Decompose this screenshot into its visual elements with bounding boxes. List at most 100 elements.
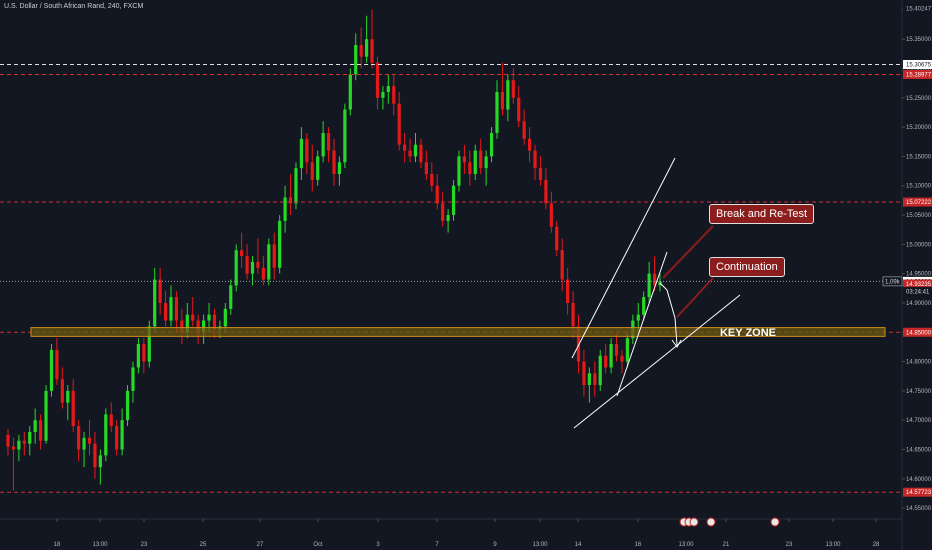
key-zone-label: KEY ZONE [720,327,776,339]
x-tick-label: 23 [786,542,793,548]
candle-body [647,273,651,298]
x-tick-label: 28 [873,542,880,548]
candle-body [413,144,418,157]
candle-body [104,414,108,456]
chart-title: U.S. Dollar / South African Rand, 240, F… [4,3,144,10]
y-tick-label: 15.10000 [906,184,932,190]
candle-body [354,45,358,75]
x-tick-label: Oct [313,542,323,548]
candle-body [125,390,130,421]
y-tick-label: 15.30000 [906,66,932,72]
candle-body [316,156,320,180]
y-tick-label: 15.35000 [906,37,932,43]
y-tick-label: 15.05000 [906,213,932,219]
candle-body [223,308,227,327]
candle-body [343,109,347,163]
x-tick-label: 13:00 [825,542,841,548]
candle-body [495,91,499,133]
candle-body [49,349,54,391]
y-tick-label: 14.80000 [906,360,932,366]
channel-upper-line [571,157,676,359]
x-tick-label: 13:00 [678,542,694,548]
price-tag-level: 15.28977 [906,72,932,78]
candle-body [207,314,211,321]
x-tick-label: 23 [141,542,148,548]
candle-body [609,344,613,368]
candle-body [348,74,352,110]
candle-body [28,431,32,444]
candle-body [22,440,26,444]
candle-body [115,426,119,450]
candle-body [397,103,401,145]
event-marker-icon[interactable] [689,517,699,527]
candle-body [473,150,477,174]
event-marker-icon[interactable] [770,517,780,527]
projection-path [659,282,678,346]
y-tick-label: 14.60000 [906,477,932,483]
candle-body [71,390,75,427]
candle-body [337,162,342,174]
candle-body [185,314,189,333]
candle-body [587,373,591,386]
x-tick-label: 13:00 [92,542,108,548]
candle-body [305,138,309,163]
candle-body [386,86,390,92]
candle-body [576,326,581,362]
candle-body [419,144,423,163]
channel-lower-line [573,294,741,429]
candle-body [549,203,553,227]
candle-body [544,179,548,204]
side-label: 1,09k [885,279,901,285]
candle-body [191,314,195,321]
candle-body [131,367,135,391]
candle-body [256,261,260,268]
candle-body [147,326,151,362]
x-tick-label: 27 [257,542,264,548]
candle-body [582,361,586,386]
candle-body [142,344,146,362]
candle-body [484,156,488,169]
candle-body [158,279,162,303]
candle-body [522,121,526,139]
candle-body [511,80,515,98]
candle-body [261,267,265,280]
candle-body [278,220,282,268]
x-tick-label: 3 [376,542,380,548]
price-tag-level-box [903,487,932,497]
candle-body [229,285,233,309]
candle-body [60,379,64,403]
candle-body [604,355,608,368]
price-tag-extra: 14.93235 [906,282,932,288]
y-tick-label: 14.95000 [906,272,932,278]
candle-body [642,297,646,315]
candle-body [571,302,575,327]
candle-body [430,174,434,186]
candle-body [267,244,271,280]
candle-body [77,426,81,450]
candle-body [321,132,325,157]
y-tick-label: 15.15000 [906,154,932,160]
event-marker-icon[interactable] [706,517,716,527]
price-tag-white-box [903,59,932,69]
price-tag-level-box [903,327,932,337]
event-markers [679,517,780,527]
candle-body [457,156,461,186]
candle-body [392,86,396,104]
candle-body [620,355,624,362]
price-tag-level: 14.85000 [906,330,932,336]
key-zone-box [30,327,886,337]
candle-body [288,197,293,204]
candle-body [250,261,255,274]
candle-body [93,443,97,468]
candle-body [375,62,380,98]
candle-body [240,250,244,257]
candle-body [33,420,37,432]
candle-body [517,97,521,122]
price-tag-level: 14.57723 [906,490,932,496]
key-zone-layer: KEY ZONE [30,327,886,339]
candle-body [359,45,363,57]
candle-body [169,297,173,321]
price-tag-level-box [903,69,932,79]
price-tag-top: 15.40247 [906,6,932,12]
